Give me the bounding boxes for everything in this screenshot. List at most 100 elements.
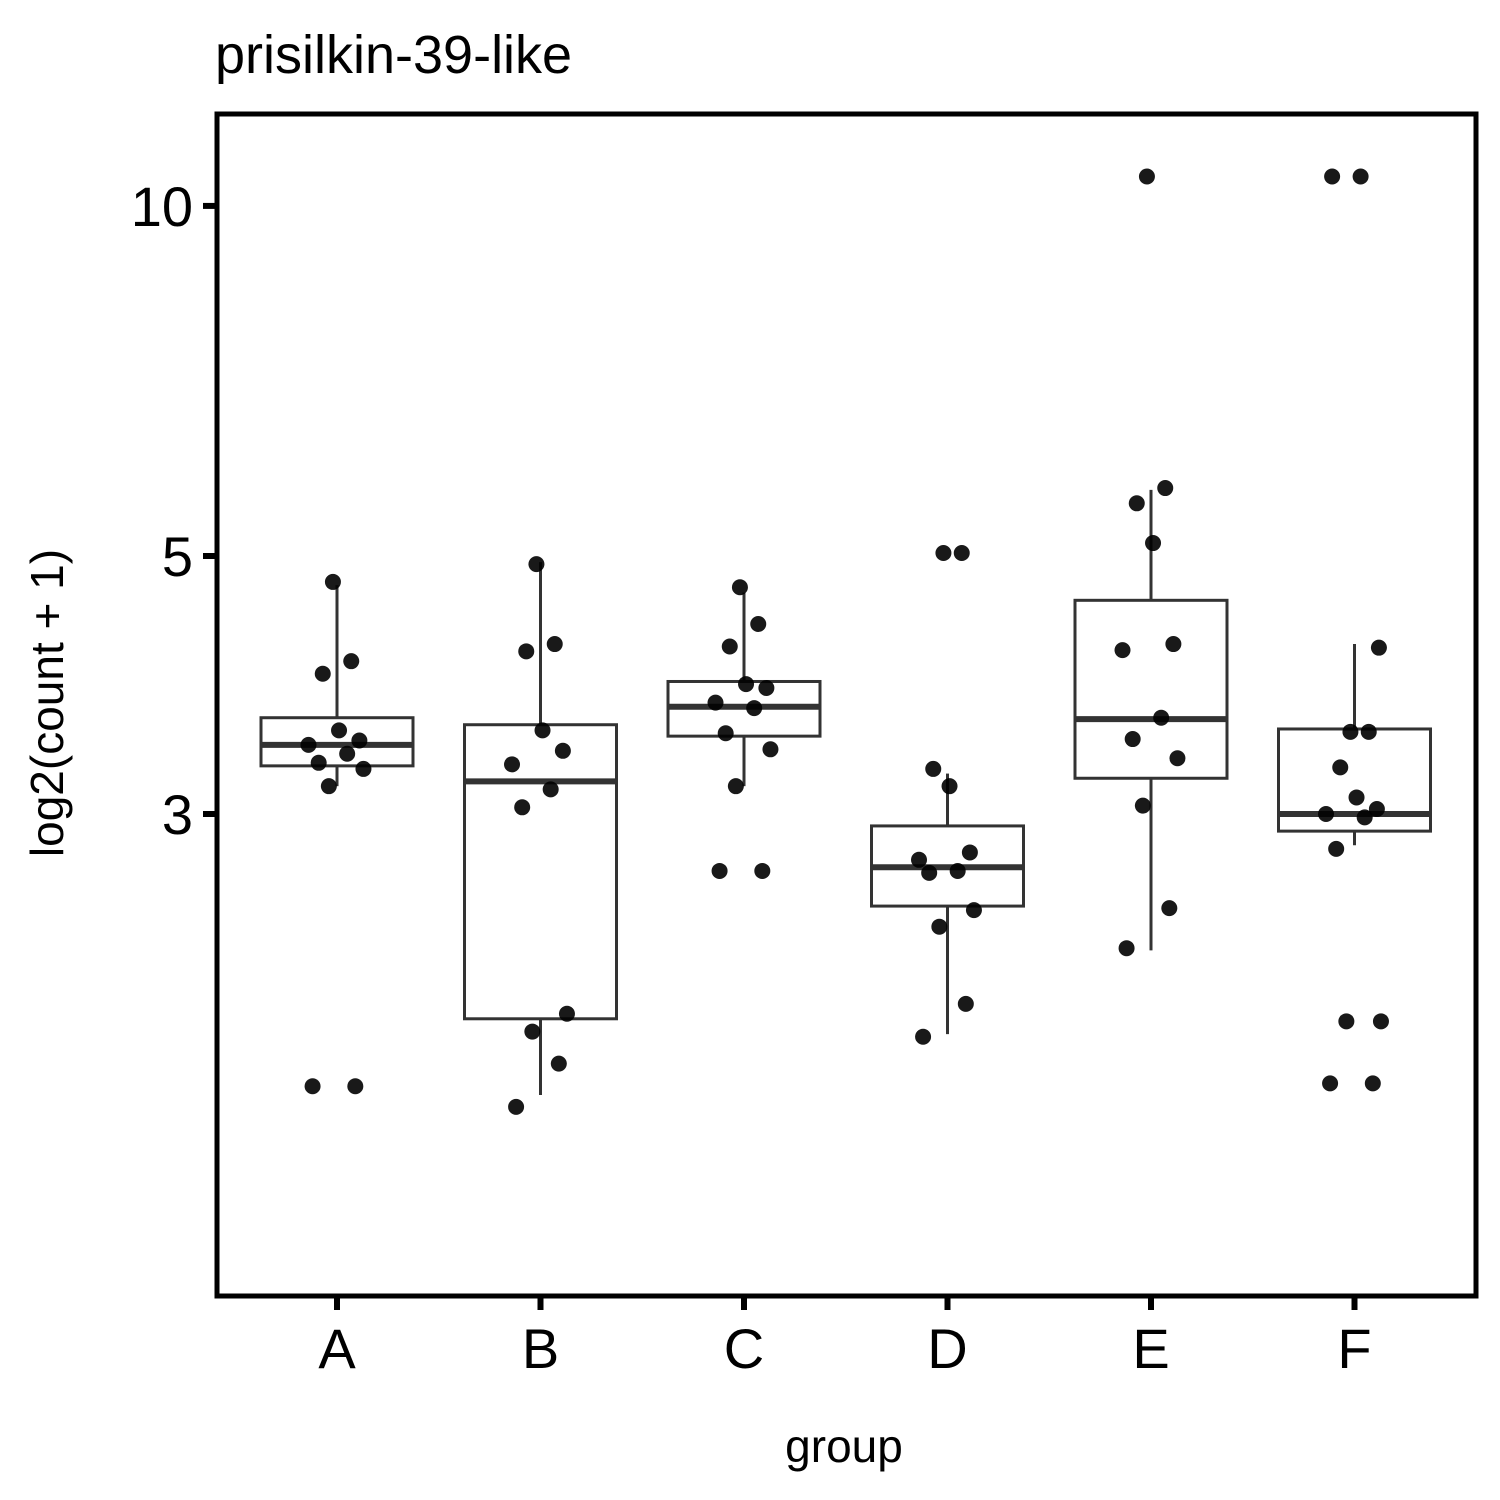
data-point (717, 725, 734, 742)
data-point (1368, 800, 1385, 817)
y-tick-label: 10 (131, 175, 193, 238)
data-point (1134, 797, 1151, 814)
data-point (355, 760, 372, 777)
data-point (1324, 168, 1341, 185)
axes: 3 5 10 A B C D E F (131, 111, 1479, 1380)
data-point (546, 636, 563, 653)
data-point (343, 653, 360, 670)
data-point (762, 741, 779, 758)
points-C (707, 579, 779, 879)
x-tick-label: E (1132, 1317, 1169, 1380)
x-tick-label: C (724, 1317, 764, 1380)
points-D (911, 544, 982, 1045)
data-point (534, 722, 551, 739)
data-point (310, 754, 327, 771)
data-point (1370, 639, 1387, 656)
data-point (711, 862, 728, 879)
data-point (542, 781, 559, 798)
data-point (1145, 535, 1162, 552)
data-point (738, 676, 755, 693)
x-tick-label: F (1337, 1317, 1371, 1380)
data-point (339, 745, 356, 762)
x-tick-label: A (318, 1317, 356, 1380)
box-body (463, 723, 618, 1021)
box-B (463, 562, 618, 1095)
points-B (504, 556, 575, 1115)
data-point (518, 643, 535, 660)
x-tick-label: B (522, 1317, 559, 1380)
data-point (949, 862, 966, 879)
data-point (314, 665, 331, 682)
data-point (758, 680, 775, 697)
plot-area (259, 168, 1432, 1115)
data-point (1328, 840, 1345, 857)
box-F (1277, 644, 1432, 846)
data-point (550, 1055, 567, 1072)
x-axis-title: group (785, 1420, 903, 1472)
data-point (528, 556, 545, 573)
data-point (504, 756, 521, 773)
data-point (1332, 759, 1349, 776)
data-point (750, 616, 767, 633)
data-point (1138, 168, 1155, 185)
points-A (300, 573, 372, 1095)
data-point (931, 918, 948, 935)
data-point (921, 864, 938, 881)
data-point (1360, 723, 1377, 740)
data-point (1161, 900, 1178, 917)
data-point (1322, 1075, 1339, 1092)
data-point (320, 778, 337, 795)
data-point (558, 1005, 575, 1022)
x-tick-label: D (927, 1317, 967, 1380)
data-point (300, 736, 317, 753)
data-point (915, 1028, 932, 1045)
data-point (331, 722, 348, 739)
points-F (1318, 168, 1389, 1092)
y-axis-title: log2(count + 1) (21, 549, 73, 857)
data-point (965, 902, 982, 919)
data-point (1348, 789, 1365, 806)
data-point (1342, 723, 1359, 740)
data-point (1165, 636, 1182, 653)
data-point (1364, 1075, 1381, 1092)
data-point (1124, 731, 1141, 748)
chart-title: prisilkin-39-like (215, 25, 572, 85)
data-point (324, 573, 341, 590)
box-body (1073, 598, 1229, 780)
data-point (1157, 480, 1174, 497)
points-E (1114, 168, 1186, 957)
data-point (957, 995, 974, 1012)
box-E (1073, 489, 1229, 951)
data-point (1372, 1013, 1389, 1030)
data-point (961, 844, 978, 861)
data-point (925, 760, 942, 777)
y-tick-label: 5 (162, 525, 193, 588)
data-point (911, 851, 928, 868)
box-A (259, 585, 415, 787)
data-point (754, 862, 771, 879)
y-tick-label: 3 (162, 783, 193, 846)
data-point (731, 579, 748, 596)
data-point (1118, 940, 1135, 957)
data-point (935, 544, 952, 561)
data-point (1114, 642, 1131, 659)
data-point (1169, 750, 1186, 767)
data-point (1128, 495, 1145, 512)
data-point (1153, 709, 1170, 726)
data-point (1338, 1013, 1355, 1030)
data-point (351, 732, 368, 749)
data-point (953, 544, 970, 561)
data-point (304, 1078, 321, 1095)
data-point (941, 778, 958, 795)
data-point (1356, 809, 1373, 826)
data-point (554, 742, 571, 759)
data-point (727, 778, 744, 795)
data-point (347, 1078, 364, 1095)
box-D (870, 773, 1025, 1035)
data-point (514, 799, 531, 816)
data-point (508, 1098, 525, 1115)
data-point (707, 694, 724, 711)
plot-border (214, 111, 1479, 1299)
data-point (721, 638, 738, 655)
